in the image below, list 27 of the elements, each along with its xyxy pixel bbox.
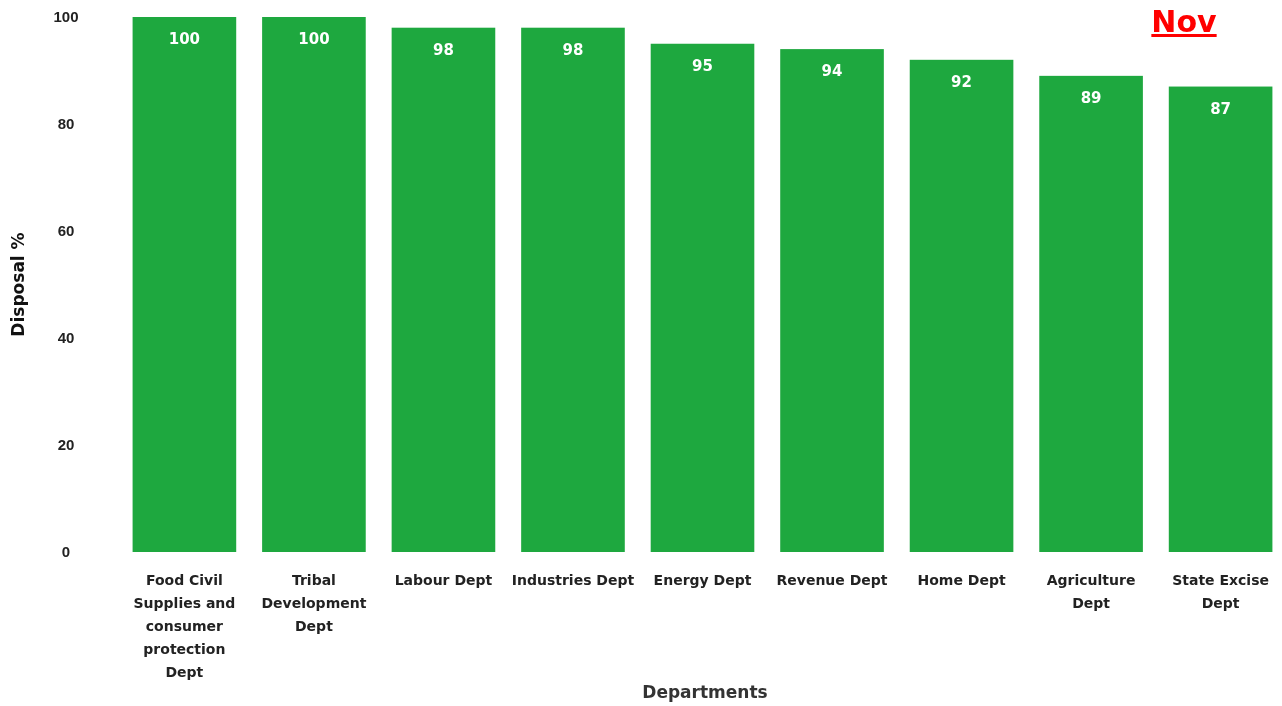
x-tick-label: Revenue Dept <box>776 572 888 588</box>
data-label: 98 <box>433 40 454 59</box>
chart-title: Nov <box>1151 4 1218 39</box>
y-tick-label: 100 <box>53 8 79 26</box>
data-label: 100 <box>168 30 201 48</box>
x-tick-label: Home Dept <box>917 572 1006 588</box>
data-label: 98 <box>562 40 584 59</box>
data-label: 89 <box>1080 88 1102 107</box>
y-tick-label: 40 <box>57 329 75 347</box>
data-label: 95 <box>692 56 713 75</box>
data-label: 100 <box>298 30 330 48</box>
x-tick-label: Tribal Development Dept <box>261 572 367 634</box>
data-label: 87 <box>1210 99 1232 118</box>
x-tick-label: Energy Dept <box>653 572 752 588</box>
y-tick-label: 20 <box>57 436 75 454</box>
y-tick-label: 60 <box>57 222 75 240</box>
y-tick-label: 0 <box>61 543 71 561</box>
x-tick-label: Agriculture Dept <box>1046 572 1136 611</box>
x-tick-label: Labour Dept <box>394 572 493 588</box>
x-tick-label: State Excise Dept <box>1172 572 1270 611</box>
x-axis-title: Departments <box>642 682 768 702</box>
x-tick-label: Food Civil Supplies and consumer protection Dept <box>133 572 236 680</box>
data-label: 92 <box>951 72 972 91</box>
data-label: 94 <box>821 62 843 81</box>
y-tick-label: 80 <box>57 115 75 133</box>
y-axis-title: Disposal % <box>8 232 28 337</box>
x-tick-label: Industries Dept <box>511 572 635 588</box>
